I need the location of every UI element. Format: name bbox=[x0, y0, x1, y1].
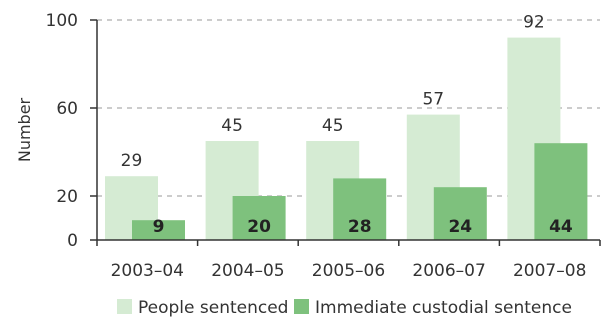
value-label-people-sentenced-0: 29 bbox=[121, 151, 143, 171]
bars bbox=[105, 37, 588, 240]
legend-swatch-0 bbox=[117, 299, 132, 314]
bar-immediate-custodial-2 bbox=[333, 178, 387, 240]
bar-immediate-custodial-3 bbox=[433, 187, 487, 240]
x-tick-label-0: 2003–04 bbox=[111, 261, 184, 281]
legend-swatch-1 bbox=[294, 299, 309, 314]
y-tick-label-60: 60 bbox=[56, 99, 78, 119]
value-label-immediate-custodial-4: 44 bbox=[549, 217, 573, 237]
bar-immediate-custodial-4 bbox=[534, 143, 588, 240]
legend-label-1: Immediate custodial sentence bbox=[315, 298, 572, 318]
x-tick-label-2: 2005–06 bbox=[312, 261, 385, 281]
x-tick-labels: 2003–04 2004–05 2005–06 2006–07 2007–08 bbox=[111, 261, 587, 281]
y-tick-label-100: 100 bbox=[46, 11, 78, 31]
x-tick-label-3: 2006–07 bbox=[412, 261, 485, 281]
value-label-people-sentenced-3: 57 bbox=[422, 90, 444, 110]
bar-immediate-custodial-1 bbox=[232, 196, 286, 240]
x-tick-label-4: 2007–08 bbox=[513, 261, 586, 281]
y-tick-labels: 0 20 60 100 bbox=[46, 11, 78, 251]
legend: People sentenced Immediate custodial sent… bbox=[117, 298, 572, 318]
value-label-immediate-custodial-3: 24 bbox=[448, 217, 472, 237]
bar-immediate-custodial-0 bbox=[132, 220, 185, 240]
axes bbox=[90, 19, 601, 246]
y-axis-title: Number bbox=[15, 97, 34, 162]
value-label-immediate-custodial-0: 9 bbox=[153, 217, 165, 237]
value-label-immediate-custodial-1: 20 bbox=[247, 217, 271, 237]
legend-label-0: People sentenced bbox=[138, 298, 288, 318]
y-tick-label-20: 20 bbox=[56, 187, 78, 207]
x-tick-label-1: 2004–05 bbox=[211, 261, 284, 281]
value-label-people-sentenced-4: 92 bbox=[523, 13, 545, 33]
value-label-immediate-custodial-2: 28 bbox=[348, 217, 372, 237]
value-label-people-sentenced-2: 45 bbox=[322, 116, 344, 136]
y-tick-label-0: 0 bbox=[67, 231, 78, 251]
value-labels: 29 9 45 20 45 28 57 24 92 44 bbox=[121, 13, 573, 237]
value-label-people-sentenced-1: 45 bbox=[221, 116, 243, 136]
